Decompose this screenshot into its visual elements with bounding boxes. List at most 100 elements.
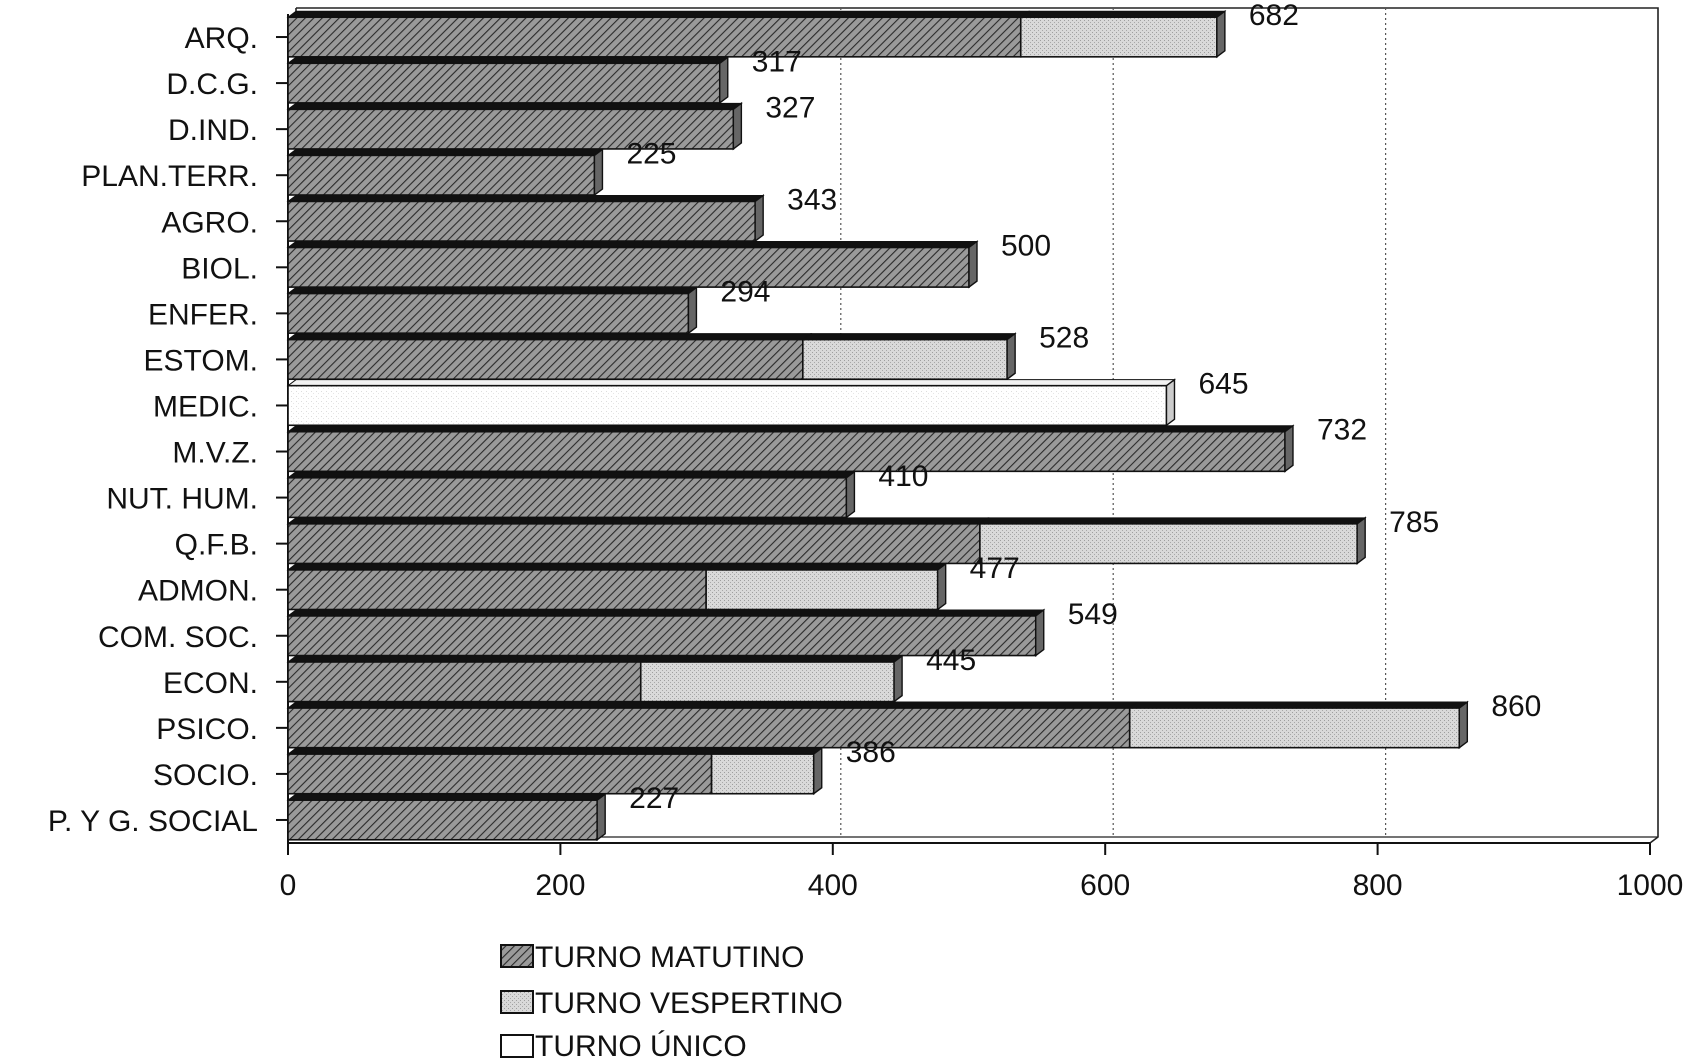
data-label: 645 — [1198, 368, 1248, 401]
legend-swatch-matutino — [500, 944, 534, 968]
category-label: ENFER. — [148, 298, 258, 331]
bar-end-cap — [893, 654, 903, 704]
bar-segment — [287, 569, 707, 611]
category-label: MEDIC. — [153, 390, 258, 423]
data-label: 477 — [970, 552, 1020, 585]
category-label: PLAN.TERR. — [81, 160, 258, 193]
category-label: BIOL. — [181, 252, 258, 285]
x-tick-label: 200 — [535, 869, 585, 902]
bar-end-cap — [1165, 378, 1176, 427]
x-tick-label: 800 — [1353, 869, 1403, 902]
bar-segment — [1019, 16, 1218, 58]
bar-segment — [287, 430, 1286, 473]
bar-segment-top — [286, 333, 813, 341]
bar-end-cap — [593, 147, 604, 197]
category-label: ECON. — [163, 667, 258, 700]
bar-segment-top — [286, 517, 990, 525]
bar-segment-top — [978, 517, 1367, 525]
axes: 0 200 400 600 800 1000 — [276, 14, 1683, 902]
data-label: 343 — [787, 183, 837, 216]
category-label: PSICO. — [156, 713, 258, 746]
bar-segment — [287, 523, 981, 565]
bar-segment — [639, 661, 895, 703]
bar-segment-top — [286, 609, 1046, 617]
bar-segment-top — [286, 655, 651, 663]
bar-segment-top — [286, 701, 1140, 709]
bar-segment-top — [286, 287, 698, 295]
category-label: M.V.Z. — [172, 437, 258, 470]
bar-segment — [287, 661, 642, 703]
bar-segment — [1128, 707, 1461, 749]
bar-segment-top — [286, 425, 1295, 433]
bar-segment — [287, 16, 1022, 58]
legend-item-vespertino: TURNO VESPERTINO — [500, 987, 843, 1020]
data-label: 227 — [629, 782, 679, 815]
bar-segment — [287, 246, 970, 288]
legend-label-vespertino: TURNO VESPERTINO — [535, 987, 843, 1020]
x-tick-label: 0 — [280, 869, 297, 902]
bar-end-cap — [596, 792, 606, 842]
category-label: NUT. HUM. — [106, 483, 258, 516]
bar-segment-top — [286, 10, 1031, 18]
plot-back-wall — [296, 7, 1659, 844]
bar-segment — [710, 753, 815, 795]
data-label: 860 — [1491, 690, 1541, 723]
x-tick-label: 600 — [1080, 869, 1130, 902]
category-label: ADMON. — [138, 575, 258, 608]
bars — [286, 9, 1469, 842]
bar-segment — [979, 523, 1358, 565]
bar-segment-top — [286, 747, 722, 755]
bar-end-cap — [719, 55, 729, 105]
bar-end-cap — [845, 470, 856, 519]
data-label: 445 — [926, 644, 976, 677]
bar-segment-top — [1019, 10, 1227, 18]
bar-end-cap — [813, 746, 823, 796]
category-label: COM. SOC. — [98, 621, 258, 654]
bar-segment-top — [801, 333, 1017, 341]
bar-end-cap — [1035, 608, 1045, 657]
bar-end-cap — [1458, 700, 1469, 750]
data-label: 225 — [626, 137, 676, 170]
category-label: D.IND. — [168, 114, 258, 147]
category-label: ARQ. — [185, 22, 258, 55]
bar-segment-top — [286, 148, 604, 156]
bar-segment — [287, 200, 756, 242]
bar-segment-top — [286, 56, 730, 64]
bar-end-cap — [1216, 9, 1226, 59]
data-label: 294 — [720, 276, 770, 309]
bar-end-cap — [1284, 424, 1294, 473]
bar-segment-top — [286, 241, 979, 249]
data-label: 410 — [878, 460, 928, 493]
bar-end-cap — [968, 240, 978, 289]
category-label: Q.F.B. — [175, 529, 258, 562]
bar-segment — [287, 753, 713, 795]
bar-segment — [287, 799, 598, 841]
data-label: 528 — [1039, 322, 1089, 355]
category-label: SOCIO. — [153, 759, 258, 792]
labels: ARQ. 682 D.C.G. 317 D.IND. 327 PLAN.TERR. 225 AG… — [48, 0, 1542, 838]
data-label: 327 — [765, 91, 815, 124]
bar-segment-top — [710, 747, 824, 755]
data-label: 317 — [752, 45, 802, 78]
legend-label-unico: TURNO ÚNICO — [535, 1030, 747, 1060]
data-label: 785 — [1389, 506, 1439, 539]
bar-segment — [287, 154, 596, 196]
bar-segment — [287, 707, 1131, 749]
data-label: 682 — [1249, 0, 1299, 32]
bar-end-cap — [1356, 516, 1366, 565]
bar-segment-top — [704, 563, 948, 571]
data-label: 732 — [1317, 414, 1367, 447]
bar-segment — [287, 338, 804, 381]
bar-segment-top — [286, 194, 765, 202]
bar-segment — [287, 62, 721, 104]
legend-swatch-unico — [500, 1034, 534, 1058]
legend-label-matutino: TURNO MATUTINO — [535, 941, 804, 974]
bar-end-cap — [1006, 332, 1016, 381]
bar-segment-top — [286, 102, 743, 110]
bar-end-cap — [687, 286, 698, 335]
bar-segment-top — [1128, 701, 1469, 709]
bar-segment-top — [286, 563, 716, 571]
legend-swatch-vespertino — [500, 990, 534, 1014]
bar-segment — [705, 569, 939, 611]
